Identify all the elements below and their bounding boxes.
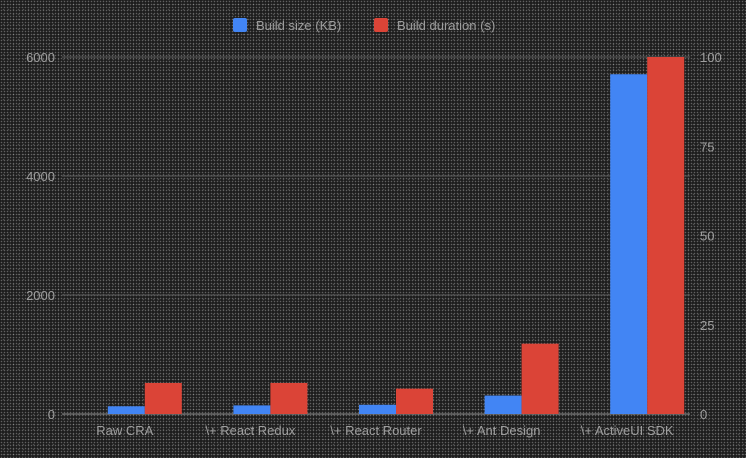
axes: 0 2000 4000 6000 0 25 50 75 100 Raw CRA \+ React R… xyxy=(26,50,722,438)
bar-build-duration[interactable] xyxy=(144,382,182,414)
y-right-tick-label: 0 xyxy=(700,407,707,422)
x-tick-label: \+ Ant Design xyxy=(463,423,541,438)
y-right-tick-label: 75 xyxy=(700,139,714,154)
y-left-tick-label: 2000 xyxy=(26,288,55,303)
x-tick-label: \+ React Router xyxy=(330,423,422,438)
x-tick-label: \+ React Redux xyxy=(205,423,295,438)
legend-item-build-size[interactable]: Build size (KB) xyxy=(233,18,341,33)
y-left-tick-label: 0 xyxy=(48,407,55,422)
bar-build-size[interactable] xyxy=(359,404,396,414)
y-right-tick-label: 25 xyxy=(700,318,714,333)
bar-build-duration[interactable] xyxy=(647,57,685,414)
legend[interactable]: Build size (KB) Build duration (s) xyxy=(233,18,495,33)
legend-swatch xyxy=(233,18,247,32)
bar-build-size[interactable] xyxy=(484,395,522,414)
bar-build-size[interactable] xyxy=(107,406,145,414)
legend-label: Build size (KB) xyxy=(256,18,341,33)
x-tick-label: \+ ActiveUI SDK xyxy=(581,423,674,438)
y-left-tick-label: 6000 xyxy=(26,50,55,65)
bar-build-duration[interactable] xyxy=(396,388,433,414)
gridlines xyxy=(62,56,690,415)
bar-build-duration[interactable] xyxy=(270,382,308,414)
y-left-tick-label: 4000 xyxy=(26,169,55,184)
bar-build-size[interactable] xyxy=(610,74,648,414)
legend-label: Build duration (s) xyxy=(397,18,495,33)
bar-build-duration[interactable] xyxy=(521,343,559,414)
legend-item-build-duration[interactable]: Build duration (s) xyxy=(374,18,495,33)
y-right-tick-label: 50 xyxy=(700,229,714,244)
legend-swatch xyxy=(374,18,388,32)
x-tick-label: Raw CRA xyxy=(96,423,153,438)
bars xyxy=(107,57,685,414)
bar-build-size[interactable] xyxy=(233,405,271,414)
y-right-tick-label: 100 xyxy=(700,50,722,65)
